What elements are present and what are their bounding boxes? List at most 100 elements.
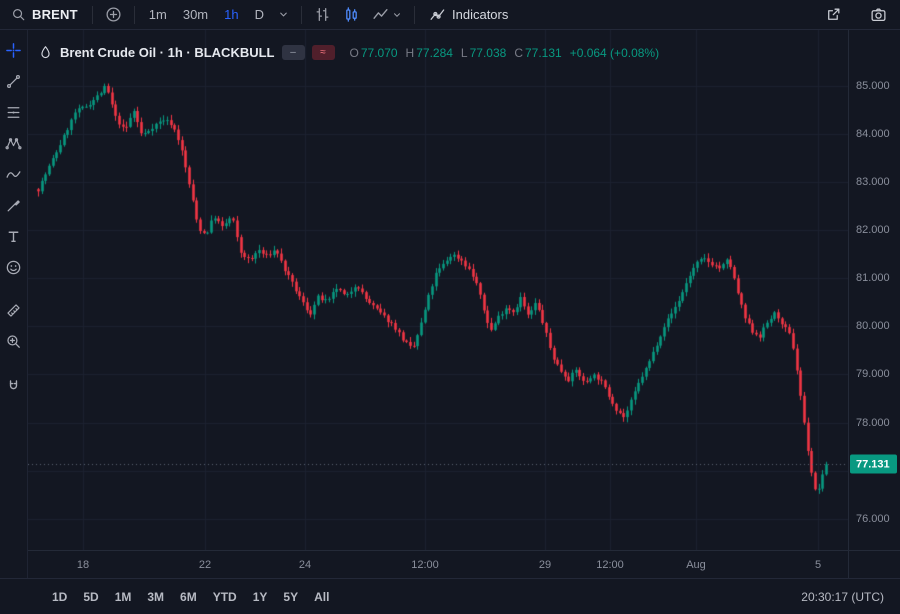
chart-legend: Brent Crude Oil · 1h · BLACKBULL – ≈ O 77… [38,45,659,60]
open-value: 77.070 [360,45,398,60]
time-label: 22 [198,559,212,571]
range-3m-button[interactable]: 3M [139,586,172,608]
compare-add-button[interactable] [100,3,127,26]
close-label: C [514,45,523,60]
top-toolbar: BRENT 1m 30m 1h D [0,0,900,30]
share-button[interactable] [820,3,847,26]
chevron-down-icon [278,9,289,20]
range-1y-button[interactable]: 1Y [245,586,276,608]
range-ytd-button[interactable]: YTD [205,586,245,608]
indicators-button[interactable]: Indicators [422,3,515,26]
drawing-toolbar [0,30,28,578]
candles-style-button[interactable] [338,3,365,26]
open-in-new-icon [825,6,842,23]
time-label: 12:00 [596,559,624,571]
timezone-clock[interactable]: 20:30:17 (UTC) [801,589,884,604]
price-label: 83.000 [856,176,890,188]
line-style-button[interactable] [367,3,407,26]
legend-symbol-title[interactable]: Brent Crude Oil · 1h · BLACKBULL [60,45,275,60]
tool-magnet-button[interactable] [2,374,26,398]
toolbar-separator [301,5,302,24]
bar-style-button[interactable] [309,3,336,26]
time-label: 24 [298,559,312,571]
bottom-toolbar: 1D 5D 1M 3M 6M YTD 1Y 5Y All 20:30:17 (U… [0,578,900,614]
candles-style-icon [343,6,360,23]
crosshair-icon [5,42,22,59]
emoji-icon [5,259,22,276]
interval-menu-button[interactable] [273,6,294,23]
range-5d-button[interactable]: 5D [75,586,106,608]
interval-d-button[interactable]: D [248,5,271,24]
high-value: 77.284 [416,45,453,60]
price-label: 80.000 [856,320,890,333]
tool-trendline-button[interactable] [2,69,26,93]
price-label: 85.000 [856,79,890,92]
open-label: O [349,45,359,60]
trend-line-icon [5,73,22,90]
tool-emoji-button[interactable] [2,255,26,279]
tool-zoom-button[interactable] [2,329,26,353]
range-1d-button[interactable]: 1D [44,586,75,608]
candlestick-chart[interactable] [28,30,848,550]
chart-area[interactable]: Brent Crude Oil · 1h · BLACKBULL – ≈ O 77… [28,30,900,578]
range-6m-button[interactable]: 6M [172,586,205,608]
legend-flag-pill[interactable]: ≈ [311,45,335,60]
interval-1m-button[interactable]: 1m [142,5,174,24]
line-style-icon [372,6,389,23]
bar-style-icon [314,6,331,23]
elliott-wave-icon [5,166,22,183]
xabcd-pattern-icon [5,135,22,152]
time-label: Aug [686,559,706,571]
time-label: 5 [814,559,822,571]
tool-measure-button[interactable] [2,298,26,322]
time-axis[interactable]: 18 22 24 12:00 29 12:00 Aug 5 [28,550,848,578]
indicators-label: Indicators [452,7,509,22]
measure-ruler-icon [5,302,22,319]
price-label: 78.000 [856,416,890,429]
oil-drop-icon [38,45,53,60]
range-1m-button[interactable]: 1M [107,586,140,608]
symbol-name: BRENT [32,7,78,22]
main-area: Brent Crude Oil · 1h · BLACKBULL – ≈ O 77… [0,30,900,578]
circle-plus-icon [105,6,122,23]
symbol-search-button[interactable]: BRENT [4,4,85,25]
search-icon [11,7,26,22]
tool-elliott-button[interactable] [2,162,26,186]
range-5y-button[interactable]: 5Y [275,586,306,608]
price-axis[interactable]: 77.131 85.000 84.000 83.000 82.000 81.000 80.… [848,30,900,550]
time-label: 29 [538,559,552,571]
text-icon [5,228,22,245]
legend-toggle-pill[interactable]: – [281,45,305,60]
tool-pattern-button[interactable] [2,131,26,155]
price-label: 76.000 [856,512,890,525]
high-label: H [405,45,415,60]
price-label: 79.000 [856,368,890,381]
range-all-button[interactable]: All [306,586,337,608]
toolbar-separator [414,5,415,24]
interval-1h-button[interactable]: 1h [217,5,245,24]
tool-crosshair-button[interactable] [2,38,26,62]
camera-icon [870,6,887,23]
price-label: 82.000 [856,224,890,237]
indicators-icon [429,6,446,23]
low-value: 77.038 [469,45,507,60]
magnet-icon [5,378,22,395]
change-value: +0.064 (+0.08%) [569,45,660,60]
tool-text-button[interactable] [2,224,26,248]
close-value: 77.131 [524,45,562,60]
price-label: 81.000 [856,272,890,285]
zoom-in-icon [5,333,22,350]
chevron-down-icon [392,10,402,20]
low-label: L [460,45,468,60]
toolbar-separator [133,5,135,24]
tool-brush-button[interactable] [2,193,26,217]
toolbar-separator [91,5,93,24]
tool-fib-button[interactable] [2,100,26,124]
brush-icon [5,197,22,214]
screenshot-button[interactable] [865,3,892,26]
ohlc-readout: O 77.070 H 77.284 L 77.038 C 77.131 +0.064 (… [350,46,660,60]
time-label: 12:00 [411,559,439,571]
interval-30m-button[interactable]: 30m [176,5,215,24]
fib-retracement-icon [5,104,22,121]
